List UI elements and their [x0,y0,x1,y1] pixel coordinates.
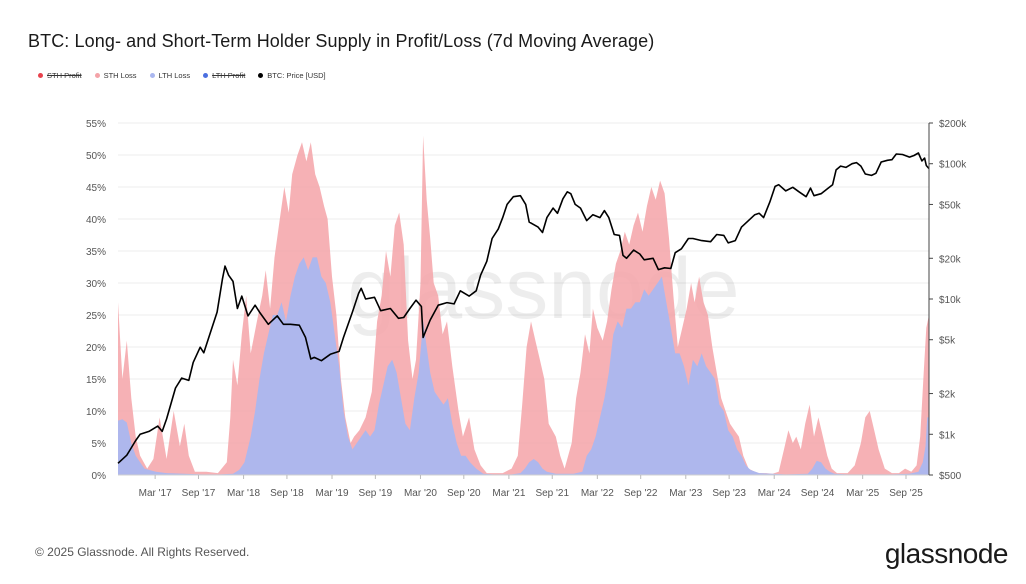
right-tick-label: $5k [939,336,956,347]
x-tick-label: Sep '25 [889,488,923,499]
legend-item-btc-price[interactable]: BTC: Price [USD] [258,71,326,80]
right-tick-label: $200k [939,119,967,130]
x-tick-label: Sep '21 [535,488,569,499]
glassnode-logo: glassnode [884,538,1009,569]
right-tick-label: $100k [939,160,967,171]
copyright-text: © 2025 Glassnode. All Rights Reserved. [35,545,250,559]
legend-swatch-sth-loss [94,73,100,78]
left-tick-label: 10% [86,407,106,418]
x-tick-label: Mar '21 [492,488,525,499]
left-tick-label: 40% [86,215,106,226]
chart-title: BTC: Long- and Short-Term Holder Supply … [28,31,655,51]
legend-label: BTC: Price [USD] [267,71,326,80]
left-tick-label: 15% [86,375,106,386]
left-tick-label: 35% [86,247,106,258]
right-tick-label: $10k [939,295,962,306]
right-tick-label: $1k [939,430,956,441]
x-tick-label: Mar '23 [669,488,702,499]
x-tick-label: Mar '20 [404,488,437,499]
legend-item-lth-profit[interactable]: LTH Profit [203,71,245,80]
legend-swatch-sth-profit [38,73,43,78]
x-tick-label: Sep '18 [270,488,304,499]
x-tick-label: Mar '19 [316,488,349,499]
x-tick-label: Sep '19 [359,488,393,499]
x-tick-label: Sep '20 [447,488,481,499]
x-tick-label: Mar '24 [758,488,791,499]
left-tick-label: 55% [86,119,106,130]
left-tick-label: 45% [86,183,106,194]
x-tick-label: Mar '22 [581,488,614,499]
legend-item-sth-profit[interactable]: STH Profit [38,71,82,80]
right-tick-label: $2k [939,390,956,401]
x-tick-label: Mar '17 [139,488,172,499]
legend-label: LTH Profit [212,71,246,80]
legend-item-lth-loss[interactable]: LTH Loss [149,71,191,80]
legend-swatch-btc-price [258,73,264,78]
x-tick-label: Sep '24 [801,488,835,499]
left-tick-label: 5% [92,439,107,450]
right-tick-label: $500 [939,471,962,482]
lth-loss-area [118,257,929,475]
right-tick-label: $20k [939,254,962,265]
left-tick-label: 0% [92,471,107,482]
x-tick-label: Sep '23 [712,488,746,499]
x-tick-label: Sep '17 [182,488,216,499]
right-tick-label: $50k [939,200,962,211]
legend-item-sth-loss[interactable]: STH Loss [94,71,137,80]
chart-legend: STH Profit STH Loss LTH Loss LTH Profit … [38,71,326,80]
legend-label: LTH Loss [158,71,191,80]
legend-label: STH Loss [103,71,137,80]
x-tick-label: Mar '25 [846,488,879,499]
left-tick-label: 25% [86,311,106,322]
left-tick-label: 20% [86,343,106,354]
legend-swatch-lth-loss [149,73,155,78]
btc-price-line [117,152,930,464]
legend-swatch-lth-profit [203,73,209,78]
x-tick-label: Mar '18 [227,488,260,499]
x-tick-label: Sep '22 [624,488,658,499]
left-tick-label: 30% [86,279,106,290]
legend-label: STH Profit [47,71,82,80]
left-tick-label: 50% [86,151,106,162]
